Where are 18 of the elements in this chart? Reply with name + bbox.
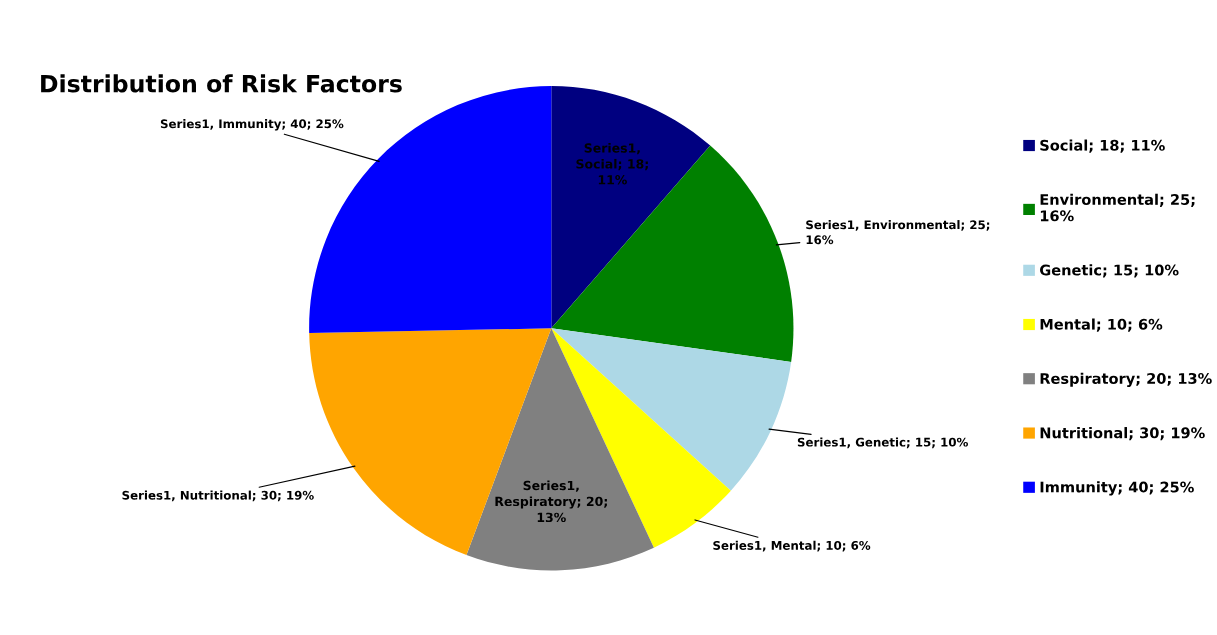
legend-label: Immunity; 40; 25%	[1040, 481, 1194, 496]
pie-slice	[551, 86, 711, 329]
data-label: Series1, Immunity; 40; 25%	[160, 119, 344, 131]
legend-label: Respiratory; 20; 13%	[1040, 372, 1212, 387]
chart-title: Distribution of Risk Factors	[41, 74, 402, 93]
data-label: Series1, Mental; 10; 6%	[713, 540, 871, 552]
data-label: Series1, Respiratory; 20; 13%	[495, 480, 607, 523]
legend-label: Social; 18; 11%	[1040, 139, 1165, 153]
legend-label: Genetic; 15; 10%	[1040, 264, 1179, 278]
legend-label: Environmental; 25; 16%	[1040, 193, 1195, 222]
pie-slice	[551, 145, 794, 362]
pie-slice	[466, 328, 654, 571]
legend-label: Mental; 10; 6%	[1040, 318, 1163, 332]
legend-label: Nutritional; 30; 19%	[1040, 427, 1205, 441]
data-label: Series1, Social; 18; 11%	[576, 143, 648, 185]
data-label: Series1, Environmental; 25; 16%	[806, 220, 990, 245]
data-label: Series1, Genetic; 15; 10%	[797, 437, 968, 449]
data-label: Series1, Nutritional; 30; 19%	[122, 490, 314, 502]
